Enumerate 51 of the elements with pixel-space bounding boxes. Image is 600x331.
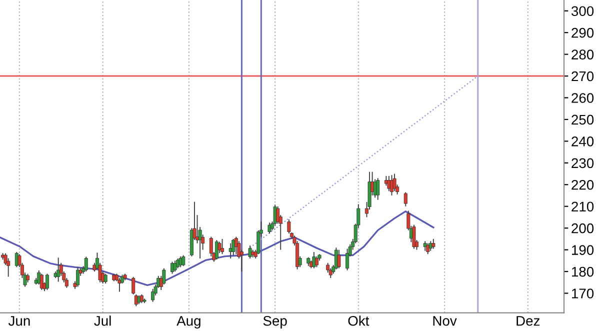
candlestick [232, 238, 236, 256]
line-series [0, 210, 434, 286]
candlestick [84, 256, 88, 272]
x-tick-label: Dez [516, 316, 540, 326]
candlestick [76, 266, 80, 288]
y-tick-label: 200 [572, 223, 594, 234]
candlestick [228, 242, 232, 259]
candlestick [118, 278, 122, 292]
candlestick [392, 173, 396, 192]
y-tick-label: 280 [572, 50, 594, 60]
candlestick [387, 175, 391, 192]
candlestick [173, 260, 177, 272]
candlestick [104, 273, 108, 284]
candlestick [45, 273, 49, 290]
y-tick-label: 300 [571, 6, 594, 16]
candlestick [268, 222, 272, 234]
x-tick-label: Jul [94, 316, 111, 326]
candlestick [376, 178, 380, 200]
candlestick [423, 240, 427, 252]
x-tick-label: Sep [263, 316, 287, 329]
candlestick [151, 288, 155, 302]
candlestick [273, 204, 277, 226]
candlestick [432, 238, 436, 250]
candlestick [132, 276, 136, 295]
y-tick-label: 170 [572, 288, 594, 298]
x-tick-label: Okt [348, 316, 370, 326]
candlestick [426, 242, 430, 255]
candlestick [346, 248, 350, 271]
candlestick [337, 249, 341, 269]
y-tick-label: 250 [572, 114, 594, 125]
x-tick-label: Jun [8, 316, 30, 326]
candlestick [6, 258, 10, 278]
y-tick-label: 270 [572, 71, 594, 82]
candlestick [248, 244, 252, 259]
y-tick-label: 290 [572, 28, 594, 38]
y-tick-label: 220 [572, 180, 594, 190]
y-tick-label: 260 [572, 93, 594, 103]
y-tick-label: 210 [572, 202, 594, 212]
candlestick [182, 254, 186, 267]
candlestick [314, 256, 318, 268]
candlestick [178, 256, 182, 268]
candlestick [220, 238, 224, 255]
candlestick [56, 257, 60, 282]
candlestick [404, 192, 408, 207]
x-tick-label: Nov [433, 316, 457, 326]
x-tick-label: Aug [176, 316, 200, 329]
y-tick-label: 230 [572, 158, 594, 168]
candlestick [40, 273, 44, 290]
y-tick-label: 190 [572, 245, 594, 255]
y-tick-label: 180 [572, 266, 594, 277]
y-tick-label: 240 [572, 136, 594, 146]
